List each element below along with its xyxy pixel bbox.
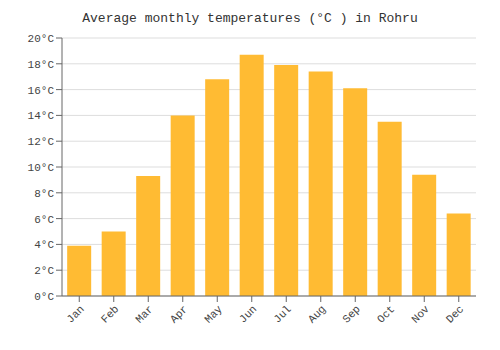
svg-text:10°C: 10°C — [28, 162, 55, 174]
svg-text:Jun: Jun — [237, 303, 259, 325]
svg-text:0°C: 0°C — [34, 291, 54, 303]
svg-text:Oct: Oct — [375, 303, 397, 325]
svg-text:12°C: 12°C — [28, 136, 55, 148]
svg-text:Dec: Dec — [444, 303, 466, 325]
svg-text:Jan: Jan — [64, 303, 86, 325]
svg-text:4°C: 4°C — [34, 239, 54, 251]
svg-text:Aug: Aug — [306, 303, 328, 325]
svg-text:18°C: 18°C — [28, 59, 55, 71]
svg-text:16°C: 16°C — [28, 85, 55, 97]
svg-text:Nov: Nov — [409, 303, 432, 326]
svg-text:20°C: 20°C — [28, 33, 55, 45]
svg-text:14°C: 14°C — [28, 110, 55, 122]
svg-text:8°C: 8°C — [34, 188, 54, 200]
svg-text:6°C: 6°C — [34, 214, 54, 226]
svg-text:May: May — [202, 303, 225, 326]
svg-text:Apr: Apr — [168, 303, 190, 325]
svg-text:Mar: Mar — [133, 303, 155, 325]
svg-text:Jul: Jul — [271, 303, 293, 325]
svg-text:Sep: Sep — [340, 303, 362, 325]
svg-text:Feb: Feb — [99, 303, 121, 325]
svg-text:2°C: 2°C — [34, 265, 54, 277]
html-text:Average monthly temperatures (: Average monthly temperatures (°C ) in Ro… — [82, 11, 418, 26]
